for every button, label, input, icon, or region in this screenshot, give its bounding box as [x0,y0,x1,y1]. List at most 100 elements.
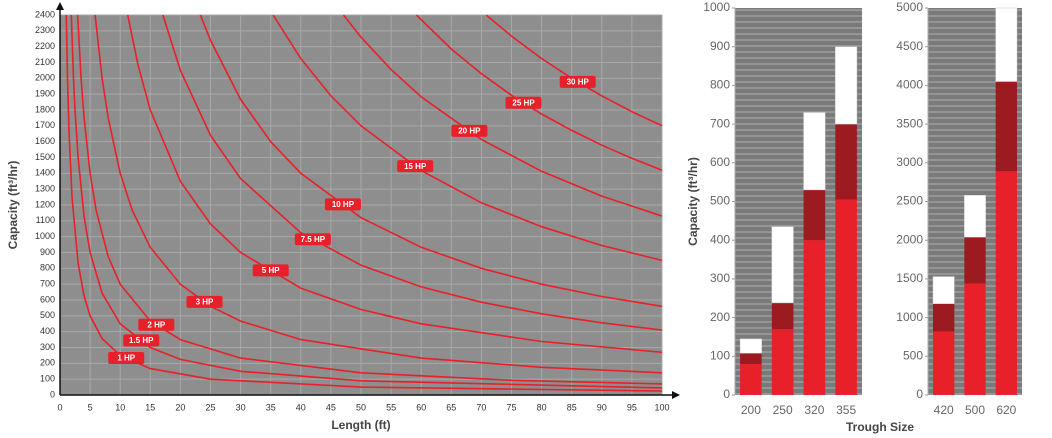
curve-label-box [397,160,434,173]
x-tick-label: 45 [326,402,336,412]
y-tick-label: 4500 [896,39,923,53]
y-tick-label: 500 [40,310,55,320]
y-tick-label: 1300 [35,184,55,194]
x-tick-label: 85 [567,402,577,412]
bar-segment [933,303,955,332]
curve-label: 7.5 HP [301,235,326,244]
y-tick-label: 1700 [35,120,55,130]
y-tick-label: 900 [710,39,730,53]
y-axis-label: Capacity (ft³/hr) [6,161,20,250]
bar-segment [803,189,826,241]
x-tick-label: 55 [386,402,396,412]
hp-curve [199,15,662,308]
hp-curve [76,15,662,385]
y-tick-label: 400 [40,326,55,336]
hp-curve [70,15,662,389]
hp-curve [94,15,662,374]
bar-segment [964,283,986,395]
y-tick-label: 1000 [896,310,923,324]
bar-segment [771,302,794,330]
bar-segment [933,331,955,395]
y-tick-label: 2400 [35,9,55,19]
y-tick-label: 400 [710,232,730,246]
x-axis-label: Length (ft) [331,418,390,432]
y-tick-label: 200 [710,310,730,324]
x-tick-label: 10 [115,402,125,412]
y-tick-label: 700 [40,279,55,289]
y-tick-label: 5000 [896,0,923,14]
curve-label-box [252,264,289,277]
y-tick-label: 1400 [35,168,55,178]
hp-curve [342,15,662,217]
hp-curve [65,15,662,392]
bar-segment [835,124,857,200]
curve-label: 5 HP [262,266,280,275]
curve-label-box [123,334,160,347]
bar-segment [803,112,826,191]
x-tick-label: 30 [236,402,246,412]
x-tick-label: 75 [506,402,516,412]
y-tick-label: 1000 [35,231,55,241]
x-tick-label: 355 [836,403,856,417]
curve-label: 15 HP [404,162,427,171]
bar-segment [964,195,986,238]
y-tick-label: 1900 [35,89,55,99]
bar-segment [835,199,857,395]
y-tick-label: 1200 [35,199,55,209]
y-tick-label: 700 [710,116,730,130]
curves [65,15,662,392]
curve-label: 1.5 HP [129,336,154,345]
x-tick-label: 620 [996,403,1016,417]
x-tick-label: 500 [965,403,985,417]
y-tick-label: 1600 [35,136,55,146]
x-tick-label: 95 [627,402,637,412]
curve-label-box [324,198,361,211]
curve-label: 1 HP [117,354,135,363]
curve-label: 3 HP [196,298,214,307]
x-tick-label: 90 [597,402,607,412]
x-axis-label: Trough Size [846,420,914,434]
bar-segment [740,364,762,395]
hp-curve [415,15,662,171]
curve-label-box [451,124,488,137]
x-tick-label: 420 [934,403,954,417]
bar-segment [932,276,955,304]
x-tick-label: 25 [205,402,215,412]
x-tick-label: 320 [804,403,824,417]
y-tick-label: 2000 [896,232,923,246]
x-tick-label: 40 [296,402,306,412]
curve-label: 30 HP [567,77,590,86]
curve-label: 20 HP [458,127,481,136]
x-tick-label: 65 [446,402,456,412]
y-tick-label: 100 [40,374,55,384]
y-tick-label: 2100 [35,57,55,67]
y-tick-label: 1500 [35,152,55,162]
curve-label-box [559,75,596,88]
bar-segment [803,240,826,395]
y-tick-label: 500 [903,348,923,362]
x-tick-label: 35 [266,402,276,412]
x-tick-label: 200 [741,403,761,417]
curve-label-box [505,96,542,109]
bar-segment [740,353,762,365]
y-tick-label: 1000 [703,0,730,14]
y-tick-label: 2000 [35,73,55,83]
y-tick-label: 500 [710,194,730,208]
y-tick-label: 300 [710,271,730,285]
y-tick-label: 1500 [896,271,923,285]
x-tick-label: 60 [416,402,426,412]
bar-segment [835,46,858,125]
y-tick-label: 600 [710,155,730,169]
y-axis-arrow [56,2,64,10]
x-tick-label: 50 [356,402,366,412]
y-tick-label: 2500 [896,194,923,208]
y-tick-label: 3000 [896,155,923,169]
curve-label-box [186,295,223,308]
y-tick-label: 0 [916,387,923,401]
bar-segment [995,171,1017,395]
y-tick-label: 1100 [36,215,55,225]
hp-curve [162,15,662,331]
bar-segment [964,237,986,284]
x-tick-label: 100 [654,402,669,412]
y-axis-label: Capacity (ft³/hr) [686,157,700,246]
